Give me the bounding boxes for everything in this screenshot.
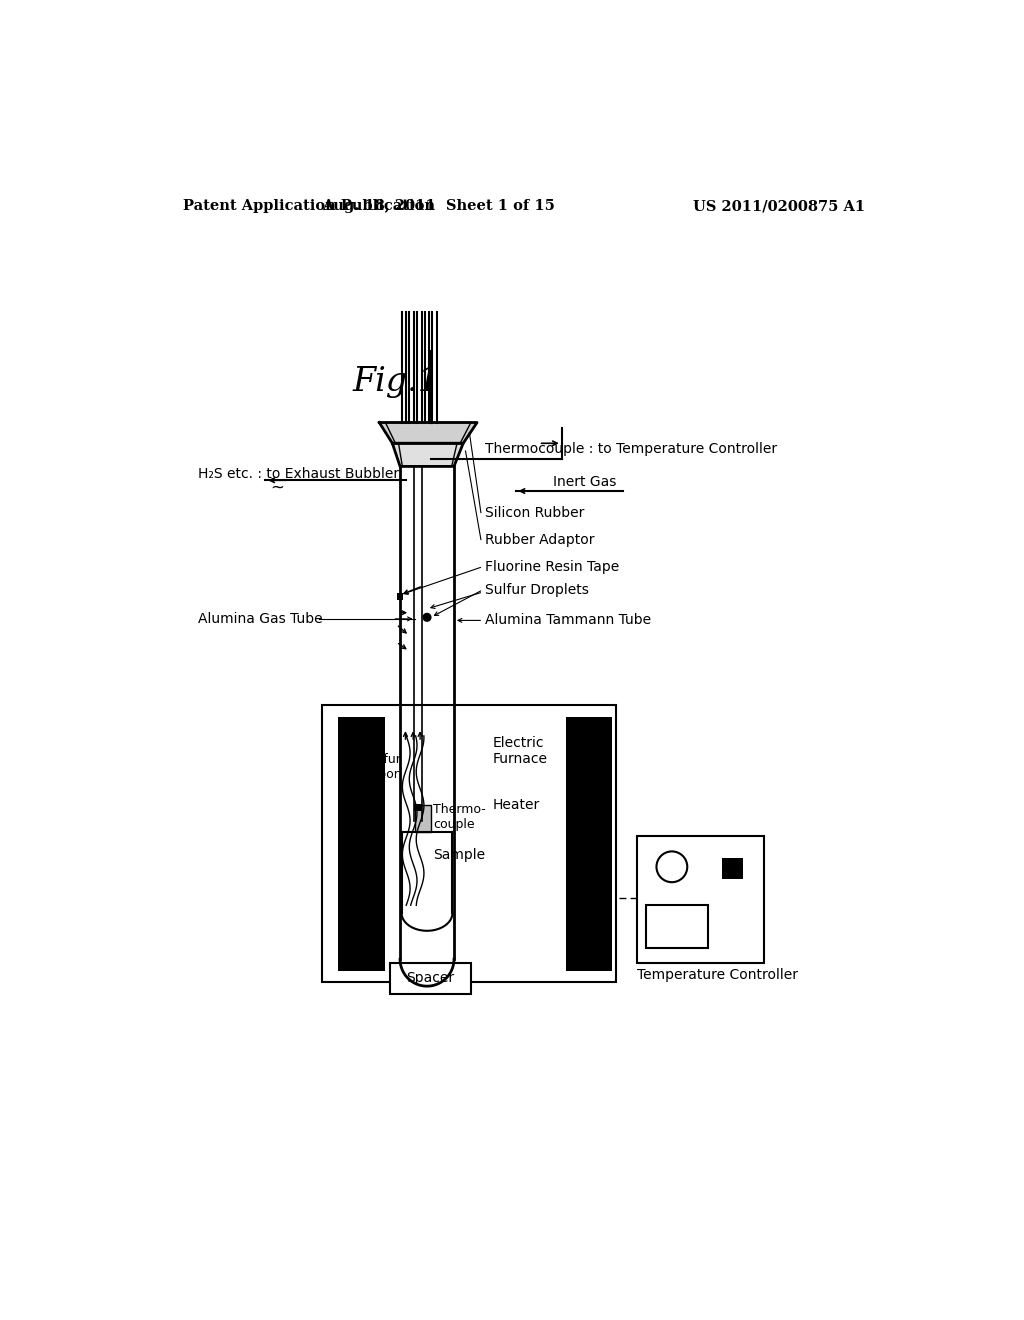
Text: Fig.1: Fig.1 xyxy=(352,366,439,397)
Text: Sample: Sample xyxy=(433,849,485,862)
Bar xyxy=(390,964,471,994)
Polygon shape xyxy=(392,444,463,466)
Text: Inert Gas: Inert Gas xyxy=(553,475,615,488)
Text: H₂S etc. : to Exhaust Bubbler: H₂S etc. : to Exhaust Bubbler xyxy=(199,467,399,480)
Text: Rubber Adaptor: Rubber Adaptor xyxy=(484,532,594,546)
Text: Sulfur
Vapor: Sulfur Vapor xyxy=(364,752,400,780)
Text: Silicon Rubber: Silicon Rubber xyxy=(484,506,584,520)
Bar xyxy=(637,836,764,964)
Bar xyxy=(397,594,403,599)
Text: Aug. 18, 2011  Sheet 1 of 15: Aug. 18, 2011 Sheet 1 of 15 xyxy=(323,199,555,213)
Text: Electric
Furnace: Electric Furnace xyxy=(493,737,548,767)
Polygon shape xyxy=(379,422,477,444)
Text: Thermo-
couple: Thermo- couple xyxy=(433,803,486,830)
Text: US 2011/0200875 A1: US 2011/0200875 A1 xyxy=(692,199,865,213)
Text: Temperature Controller: Temperature Controller xyxy=(637,968,799,982)
Text: Alumina Tammann Tube: Alumina Tammann Tube xyxy=(484,614,651,627)
Text: Sulfur Droplets: Sulfur Droplets xyxy=(484,582,589,597)
Text: Spacer: Spacer xyxy=(407,972,455,986)
Text: Alumina Gas Tube: Alumina Gas Tube xyxy=(199,612,323,626)
Text: Fluorine Resin Tape: Fluorine Resin Tape xyxy=(484,560,620,573)
Bar xyxy=(416,805,431,832)
Text: Heater: Heater xyxy=(493,799,540,812)
Circle shape xyxy=(423,614,431,622)
Bar xyxy=(414,804,422,812)
Text: Thermocouple : to Temperature Controller: Thermocouple : to Temperature Controller xyxy=(484,442,777,457)
Text: Patent Application Publication: Patent Application Publication xyxy=(183,199,435,213)
Text: ~: ~ xyxy=(270,479,284,496)
Circle shape xyxy=(656,851,687,882)
Bar xyxy=(322,705,615,982)
Bar xyxy=(565,717,611,970)
Bar xyxy=(339,717,385,970)
Bar xyxy=(646,906,708,948)
Bar xyxy=(722,858,743,879)
